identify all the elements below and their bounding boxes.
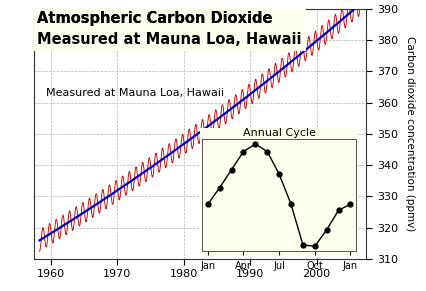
Text: Measured at Mauna Loa, Hawaii: Measured at Mauna Loa, Hawaii xyxy=(46,88,224,97)
Text: Atmospheric Carbon Dioxide
Measured at Mauna Loa, Hawaii: Atmospheric Carbon Dioxide Measured at M… xyxy=(37,11,302,47)
Y-axis label: Carbon dioxide concentration (ppmv): Carbon dioxide concentration (ppmv) xyxy=(405,36,415,231)
Text: Atmospheric Carbon Dioxide: Atmospheric Carbon Dioxide xyxy=(37,11,273,26)
FancyBboxPatch shape xyxy=(200,127,357,256)
